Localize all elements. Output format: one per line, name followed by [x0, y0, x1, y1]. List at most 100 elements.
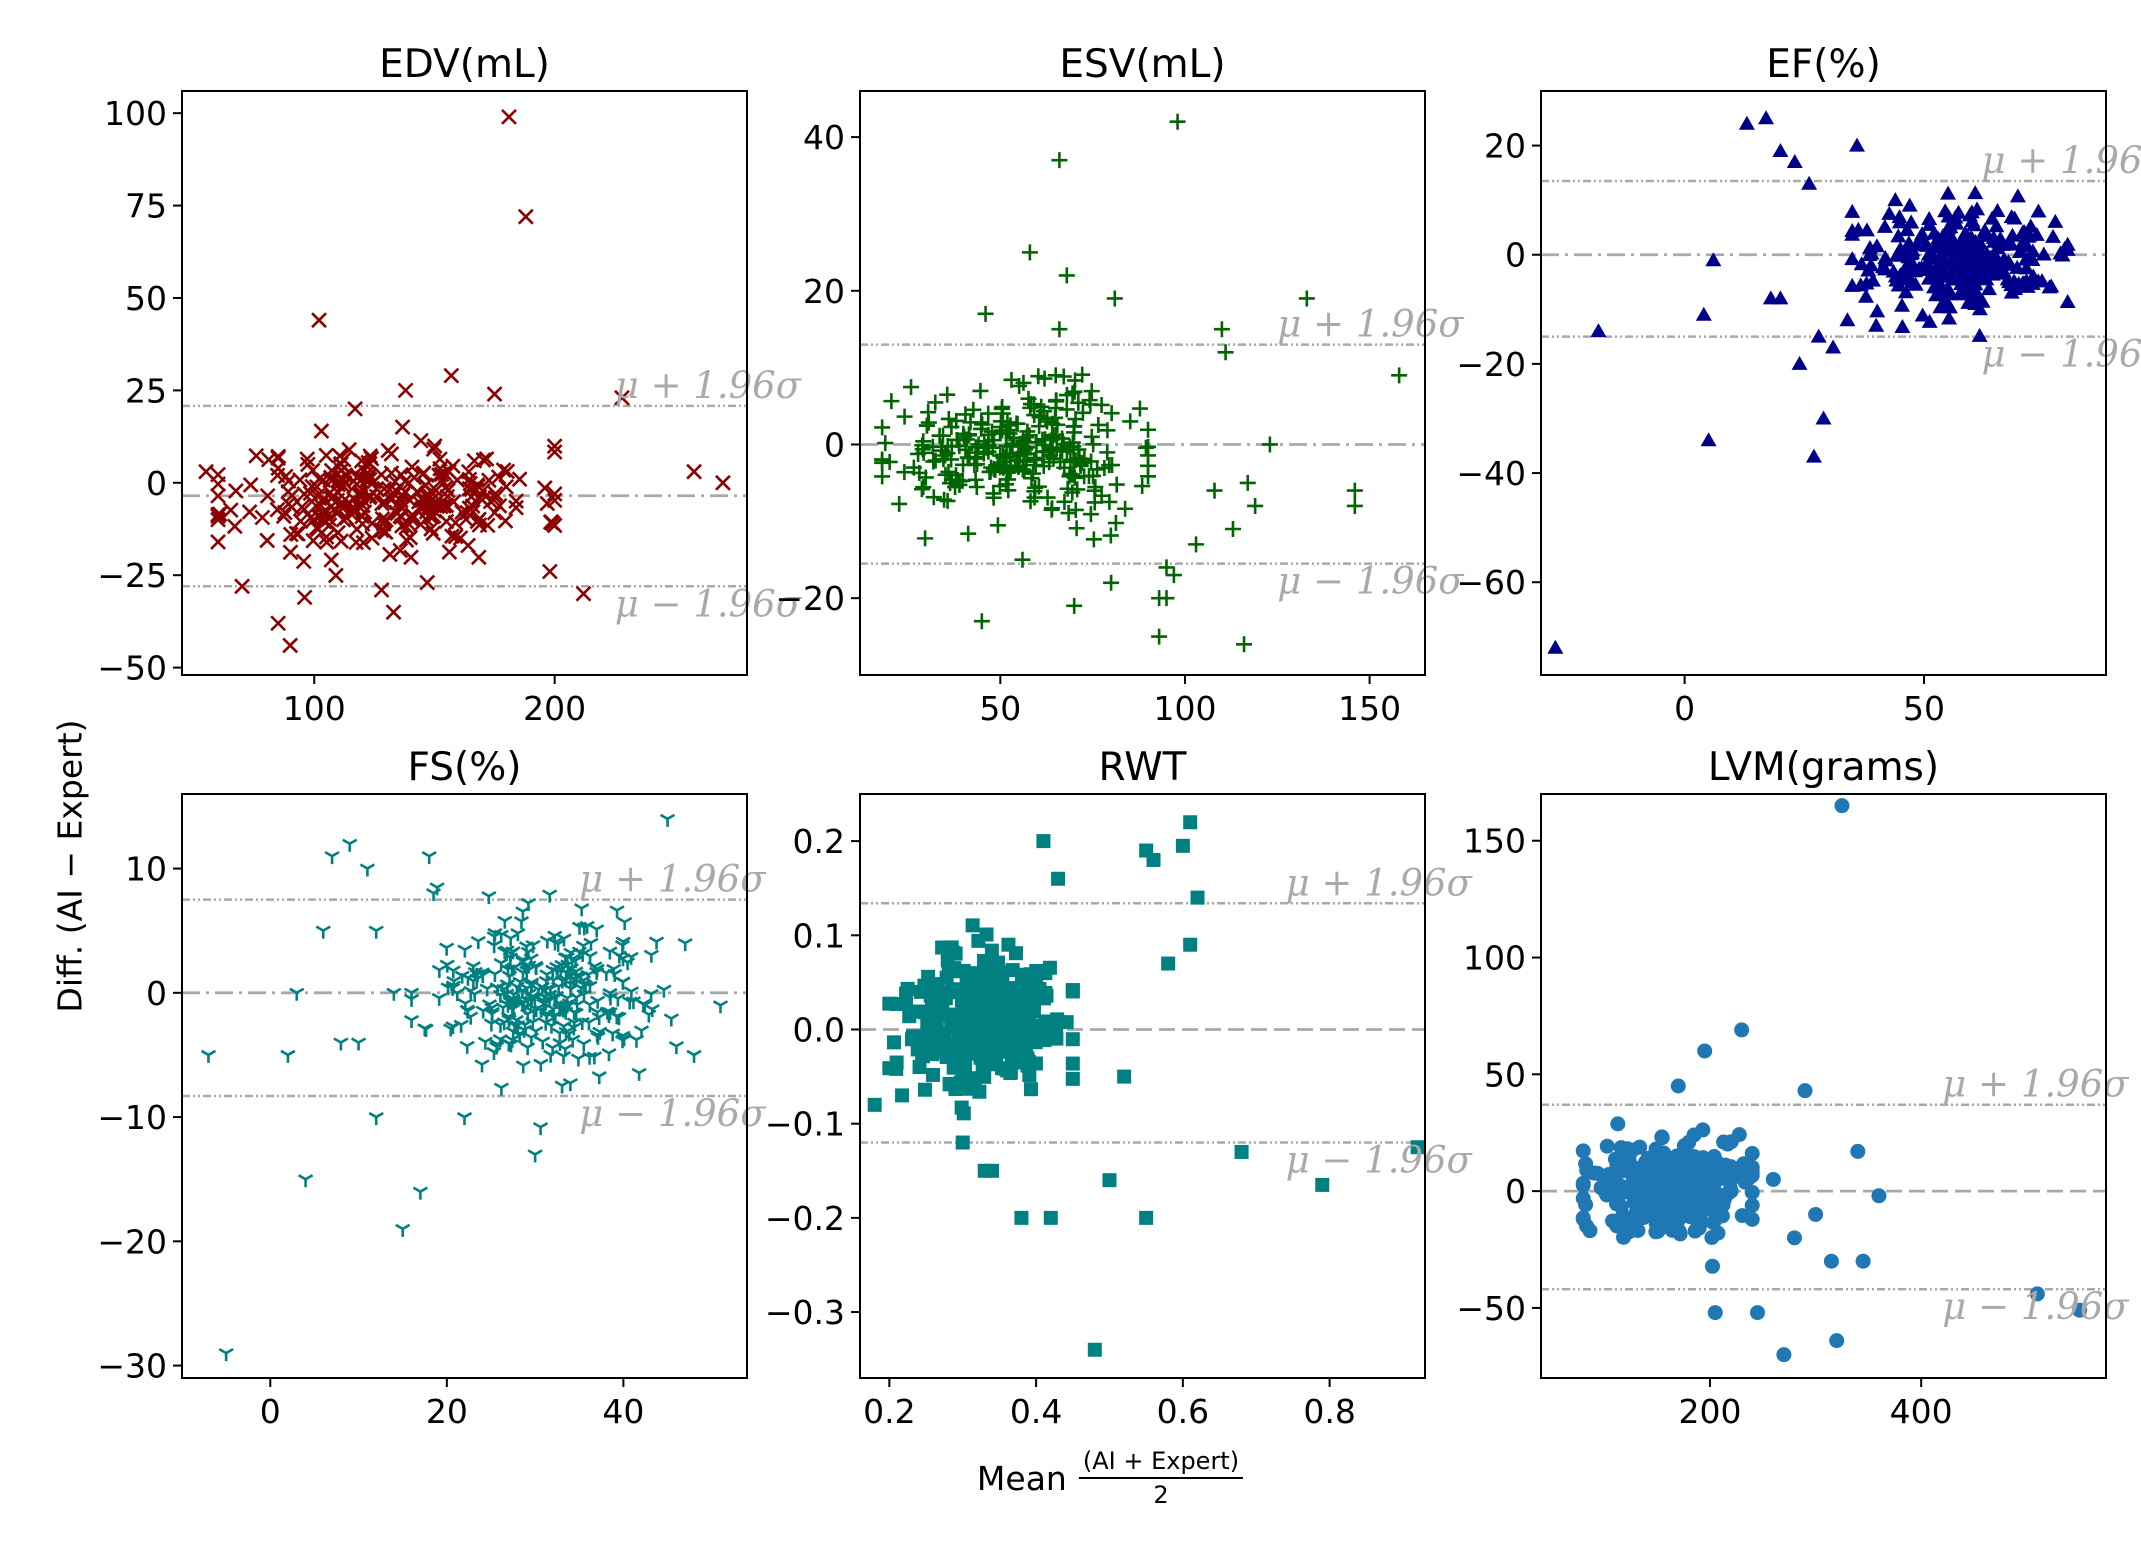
data-point — [417, 1023, 433, 1037]
data-point — [904, 1032, 919, 1047]
x-tick-label: 100 — [1153, 689, 1216, 728]
data-point — [1704, 1258, 1720, 1274]
data-point — [590, 995, 606, 1009]
x-tick-label: 400 — [1890, 1392, 1953, 1431]
data-point — [1810, 328, 1827, 343]
data-point — [1610, 1116, 1626, 1132]
data-point — [523, 995, 539, 1009]
data-point — [1989, 203, 2006, 218]
data-point — [505, 993, 521, 1007]
data-point — [985, 485, 1002, 502]
data-point — [397, 382, 414, 399]
data-point — [315, 925, 331, 939]
data-point — [1940, 208, 1957, 223]
data-point — [1085, 531, 1102, 548]
data-point — [497, 512, 514, 529]
data-point — [614, 939, 631, 954]
data-point — [508, 1014, 524, 1029]
data-point — [587, 961, 603, 975]
data-point — [1001, 1038, 1016, 1053]
data-point — [614, 389, 630, 406]
data-point — [313, 423, 330, 439]
y-tick-label: −40 — [1456, 454, 1526, 493]
data-point — [1066, 597, 1083, 614]
data-point — [1869, 303, 1886, 318]
data-point — [615, 1030, 631, 1044]
lower-limit-label: μ − 1.96σ — [1942, 1285, 2130, 1328]
data-point — [965, 918, 980, 933]
data-point — [200, 1049, 217, 1063]
data-point — [412, 1186, 428, 1200]
data-point — [1686, 1153, 1702, 1169]
data-point — [1776, 1347, 1792, 1363]
y-tick-label: −20 — [775, 579, 845, 618]
data-point — [1102, 527, 1119, 544]
data-point — [495, 462, 512, 478]
data-point — [1007, 1012, 1022, 1027]
y-tick-label: 0.1 — [793, 916, 845, 955]
data-point — [575, 940, 592, 954]
data-point — [533, 1004, 549, 1018]
data-point — [1881, 205, 1898, 220]
subplot-6: LVM(grams) μ + 1.96σ μ − 1.96σ 200 400 −50 0 50… — [1456, 745, 2130, 1431]
data-point — [1575, 1143, 1591, 1159]
data-point — [1036, 403, 1053, 420]
data-point — [1080, 468, 1097, 485]
y-tick-label: 50 — [125, 279, 167, 318]
data-point — [1065, 1032, 1080, 1047]
data-point — [403, 987, 420, 1001]
data-point — [478, 451, 495, 467]
data-point — [1957, 225, 1974, 240]
data-point — [1893, 297, 1910, 312]
data-point — [917, 530, 934, 547]
data-point — [403, 549, 419, 566]
data-point — [1707, 1305, 1723, 1321]
data-point — [400, 475, 417, 492]
data-point — [508, 493, 525, 509]
data-point — [1700, 432, 1717, 447]
data-point — [609, 1011, 625, 1025]
x-tick-label: 0.4 — [1010, 1392, 1062, 1431]
y-tick-label: −10 — [97, 1098, 167, 1137]
data-point — [1892, 241, 1909, 256]
data-point — [280, 483, 297, 500]
x-tick-label: 50 — [979, 689, 1021, 728]
data-point — [333, 533, 350, 550]
data-point — [385, 604, 402, 621]
data-points — [198, 108, 731, 654]
data-point — [643, 949, 659, 963]
data-point — [886, 1035, 901, 1050]
data-points — [200, 813, 729, 1362]
data-point — [487, 489, 504, 506]
data-point — [418, 488, 435, 505]
data-point — [1744, 1197, 1760, 1213]
data-point — [917, 1082, 932, 1097]
data-point — [1749, 1305, 1765, 1321]
data-point — [935, 451, 952, 468]
reference-lines — [182, 898, 747, 1098]
data-point — [463, 488, 480, 505]
data-point — [1720, 1136, 1736, 1152]
data-point — [2059, 294, 2076, 309]
data-point — [499, 463, 516, 480]
data-point — [1236, 636, 1253, 653]
data-point — [977, 954, 992, 969]
data-point — [368, 925, 384, 939]
data-point — [968, 479, 985, 496]
data-point — [1823, 1253, 1839, 1269]
data-point — [513, 915, 530, 930]
data-point — [1165, 567, 1182, 584]
y-tick-label: 100 — [104, 94, 167, 133]
data-point — [1858, 288, 1875, 303]
data-point — [917, 978, 932, 993]
lower-limit-label: μ − 1.96σ — [579, 1092, 767, 1135]
data-point — [1026, 1004, 1041, 1019]
data-point — [288, 525, 305, 542]
data-point — [1850, 1143, 1866, 1159]
data-point — [210, 466, 226, 483]
data-point — [1099, 422, 1116, 439]
data-point — [383, 446, 400, 462]
data-point — [1021, 1032, 1036, 1047]
y-tick-label: 25 — [125, 371, 167, 410]
data-point — [475, 451, 492, 468]
